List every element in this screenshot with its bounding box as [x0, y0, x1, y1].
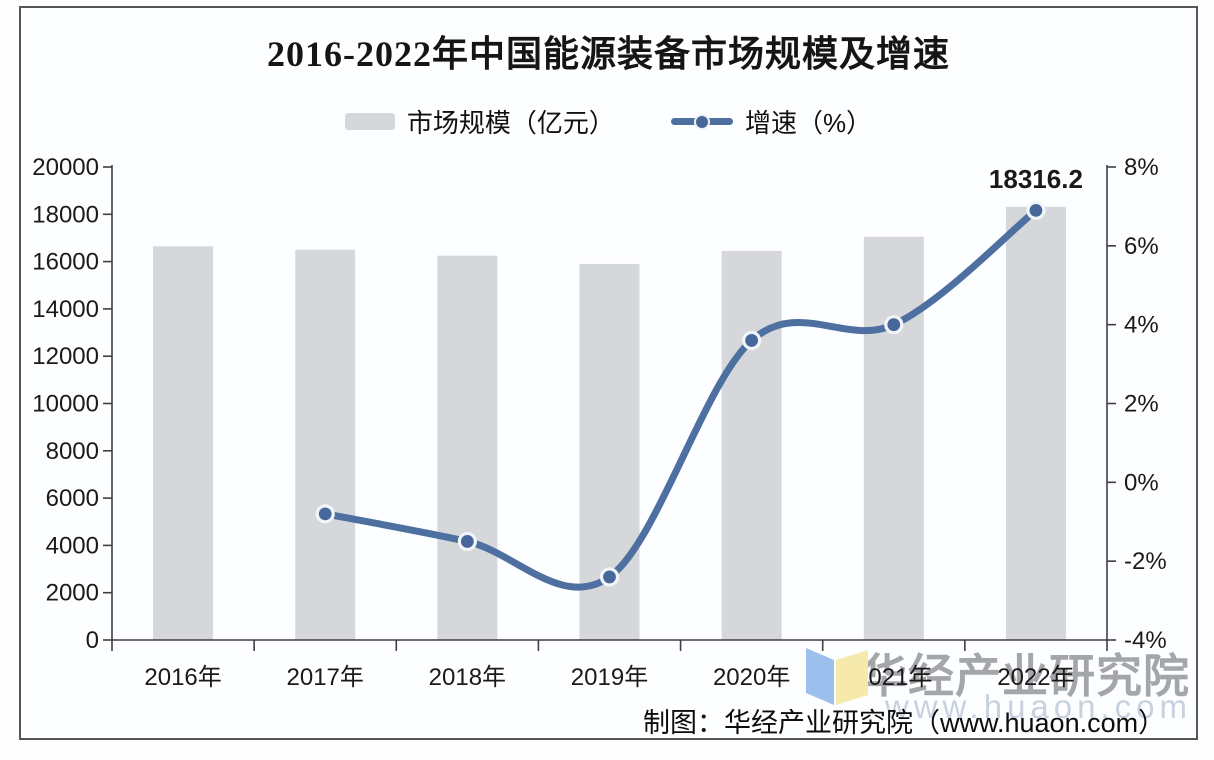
right-axis-tick-label: 8%: [1124, 154, 1159, 181]
watermark-url-text: www.huaon.com: [884, 688, 1192, 725]
line-marker: [742, 330, 762, 351]
x-axis-label-2016年: 2016年: [144, 664, 221, 691]
line-marker: [599, 567, 620, 587]
right-axis-tick-label: -2%: [1124, 548, 1167, 575]
left-axis-tick-label: 14000: [32, 296, 99, 323]
left-axis-tick-label: 12000: [32, 343, 99, 370]
line-marker: [315, 504, 335, 524]
left-axis-tick-label: 10000: [32, 391, 99, 418]
x-axis-label-2019年: 2019年: [571, 664, 648, 691]
huaon-logo-right-page-icon: [836, 650, 868, 705]
bar-2020年: [721, 250, 782, 640]
legend-line-swatch-icon: [670, 113, 733, 130]
x-axis-label-2022年: 2022年: [997, 664, 1074, 691]
right-axis-tick-label: -4%: [1124, 627, 1167, 654]
left-axis-tick-label: 0: [86, 627, 99, 654]
chart-legend: 市场规模（亿元） 增速（%）: [19, 103, 1198, 140]
legend-label-growth-rate: 增速（%）: [744, 108, 873, 138]
left-axis-tick-label: 8000: [46, 438, 99, 465]
right-axis-tick-label: 4%: [1124, 312, 1159, 339]
bar-2021年: [863, 236, 924, 640]
line-marker: [884, 315, 904, 335]
bar-2018年: [437, 255, 498, 640]
left-axis-tick-label: 6000: [46, 485, 99, 512]
line-marker: [1026, 200, 1046, 220]
left-axis-tick-label: 18000: [32, 201, 99, 228]
bar-2022年: [1005, 206, 1066, 640]
bar-2016年: [153, 246, 214, 641]
huaon-logo-left-page-icon: [806, 648, 834, 705]
page-title: 2016-2022年中国能源装备市场规模及增速: [267, 34, 950, 74]
left-axis-tick-label: 2000: [46, 580, 99, 607]
x-axis-label-2020年: 2020年: [713, 664, 790, 691]
bar-2017年: [295, 249, 356, 640]
left-axis-tick-label: 4000: [46, 532, 99, 559]
legend-item-market-size: 市场规模（亿元）: [344, 103, 615, 140]
watermark-brand-text: 华经产业研究院: [861, 650, 1190, 702]
legend-label-market-size: 市场规模（亿元）: [406, 108, 615, 138]
x-axis-label-2018年: 2018年: [429, 664, 506, 691]
legend-item-growth-rate: 增速（%）: [670, 103, 873, 140]
attribution-text: 制图：华经产业研究院（www.huaon.com）: [643, 708, 1166, 738]
x-axis-label-2017年: 2017年: [287, 664, 364, 691]
bar-data-label: 18316.2: [989, 164, 1083, 194]
right-axis-tick-label: 2%: [1124, 391, 1159, 418]
left-axis-tick-label: 16000: [32, 249, 99, 276]
legend-bar-swatch-icon: [344, 113, 395, 130]
right-axis-tick-label: 0%: [1124, 469, 1159, 496]
legend-line-dot-icon: [693, 113, 710, 130]
left-axis-tick-label: 20000: [32, 154, 99, 181]
right-axis-tick-label: 6%: [1124, 233, 1159, 260]
growth-rate-line: [321, 206, 1040, 591]
line-marker: [457, 531, 477, 552]
